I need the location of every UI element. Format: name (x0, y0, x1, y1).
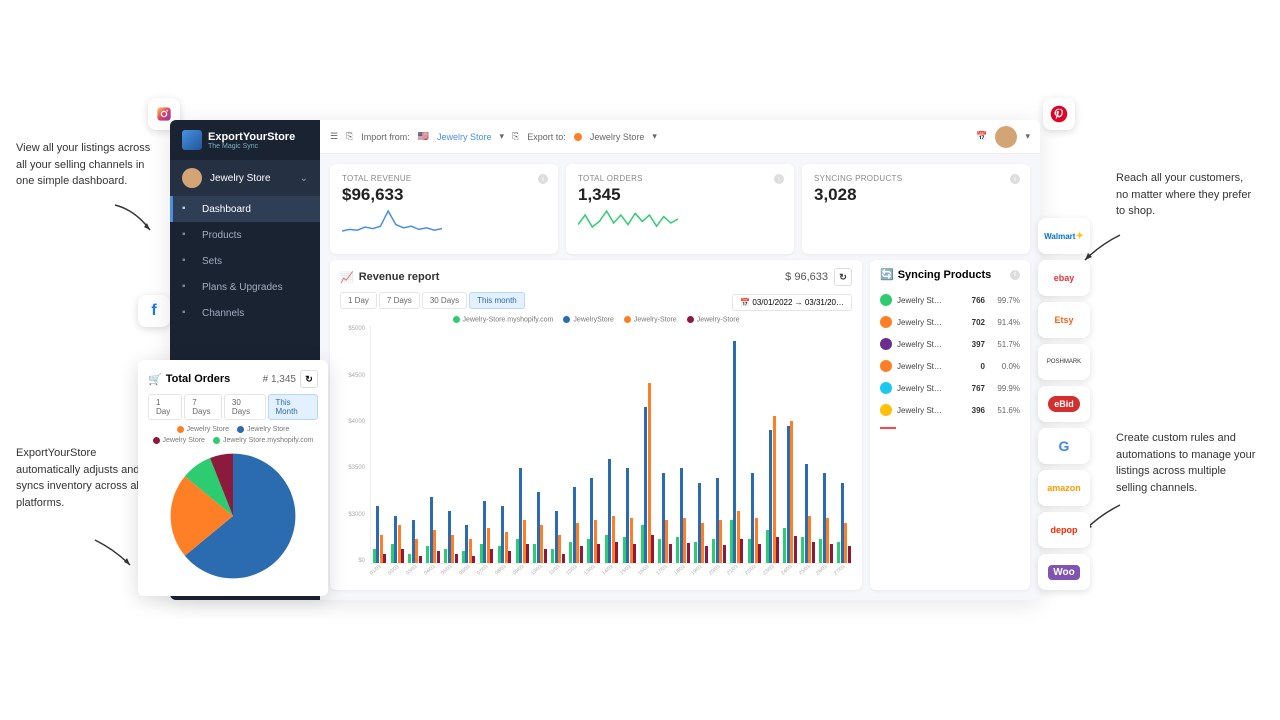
main-content: ☰ ⎘ Import from: 🇺🇸 Jewelry Store ▾ ⎘ Ex… (320, 120, 1040, 600)
chevron-down-icon[interactable]: ▾ (500, 131, 505, 142)
export-store[interactable]: Jewelry Store (590, 132, 645, 142)
calendar-icon: 📅 (740, 298, 750, 307)
revenue-title: Revenue report (359, 271, 440, 283)
sidebar-item-sets[interactable]: ▪Sets (170, 248, 320, 274)
time-filter-button[interactable]: 1 Day (148, 394, 182, 420)
total-orders-card: 🛒 Total Orders # 1,345 ↻ 1 Day7 Days30 D… (138, 360, 328, 596)
stat-card: TOTAL REVENUE$96,633i (330, 164, 558, 254)
info-icon[interactable]: i (774, 174, 784, 184)
time-filter-button[interactable]: 7 Days (184, 394, 222, 420)
date-range-picker[interactable]: 📅 03/01/2022 → 03/31/20… (732, 294, 852, 311)
annotation-text: Create custom rules and automations to m… (1116, 430, 1256, 496)
sync-row[interactable]: Jewelry St…39751.7% (880, 333, 1020, 355)
channels-column: Walmart✦ ebay Etsy POSHMARK eBid Gamazon depop… (1038, 218, 1090, 590)
info-icon[interactable]: i (1010, 174, 1020, 184)
sync-row[interactable]: Jewelry St…76699.7% (880, 289, 1020, 311)
calendar-icon[interactable]: 📅 (976, 131, 987, 142)
sync-icon: 🔄 (880, 268, 894, 281)
annotation-text: Reach all your customers, no matter wher… (1116, 170, 1256, 220)
topbar: ☰ ⎘ Import from: 🇺🇸 Jewelry Store ▾ ⎘ Ex… (320, 120, 1040, 154)
sync-row[interactable]: Jewelry St…00.0% (880, 355, 1020, 377)
time-filter-button[interactable]: This Month (268, 394, 318, 420)
channel-badge-walmart[interactable]: Walmart✦ (1038, 218, 1090, 254)
stat-card: SYNCING PRODUCTS3,028i (802, 164, 1030, 254)
sync-row[interactable]: Jewelry St…76799.9% (880, 377, 1020, 399)
refresh-button[interactable]: ↻ (300, 370, 318, 388)
store-selector[interactable]: Jewelry Store ⌄ (170, 160, 320, 196)
sync-row[interactable]: Jewelry St…70291.4% (880, 311, 1020, 333)
channel-badge-amazon[interactable]: amazon (1038, 470, 1090, 506)
time-filter-button[interactable]: 1 Day (340, 292, 377, 309)
annotation-arrow (110, 200, 160, 240)
orders-count: # 1,345 (263, 374, 296, 385)
store-name: Jewelry Store (210, 173, 271, 184)
orders-pie-chart (168, 451, 298, 581)
brand-name: ExportYourStore (208, 131, 295, 143)
orders-title: Total Orders (166, 373, 231, 385)
logo-mark (182, 130, 202, 150)
sync-indicator (880, 427, 896, 429)
channel-badge-ebid[interactable]: eBid (1038, 386, 1090, 422)
sidebar-item-dashboard[interactable]: ▪Dashboard (170, 196, 320, 222)
chart-icon: 📈 (340, 271, 354, 284)
pinterest-icon (1043, 98, 1075, 130)
import-label: Import from: (361, 132, 410, 142)
channel-badge-etsy[interactable]: Etsy (1038, 302, 1090, 338)
stat-card: TOTAL ORDERS1,345i (566, 164, 794, 254)
brand-tagline: The Magic Sync (208, 143, 295, 150)
channel-dot-icon (574, 133, 582, 141)
time-filter-button[interactable]: 30 Days (224, 394, 266, 420)
cart-icon: 🛒 (148, 373, 162, 386)
nav-icon: ▪ (182, 229, 194, 241)
user-avatar[interactable] (995, 126, 1017, 148)
flag-us-icon: 🇺🇸 (418, 131, 429, 142)
sidebar-item-channels[interactable]: ▪Channels (170, 300, 320, 326)
revenue-report-card: 📈 Revenue report $ 96,633 ↻ 1 Day7 Days3… (330, 260, 862, 590)
channel-badge-poshmark[interactable]: POSHMARK (1038, 344, 1090, 380)
logo: ExportYourStore The Magic Sync (170, 120, 320, 160)
revenue-total: $ 96,633 (785, 271, 828, 283)
import-store[interactable]: Jewelry Store (437, 132, 492, 142)
annotation-text: ExportYourStore automatically adjusts an… (16, 445, 156, 511)
info-icon[interactable]: i (1010, 270, 1020, 280)
channel-badge-ebay[interactable]: ebay (1038, 260, 1090, 296)
nav-icon: ▪ (182, 281, 194, 293)
import-icon: ⎘ (346, 131, 353, 142)
channel-badge-g[interactable]: G (1038, 428, 1090, 464)
annotation-arrow (90, 535, 140, 575)
refresh-button[interactable]: ↻ (834, 268, 852, 286)
time-filter-button[interactable]: 30 Days (422, 292, 467, 309)
chevron-down-icon: ⌄ (300, 173, 308, 184)
syncing-title: Syncing Products (898, 269, 992, 281)
annotation-text: View all your listings across all your s… (16, 140, 156, 190)
info-icon[interactable]: i (538, 174, 548, 184)
sidebar-item-products[interactable]: ▪Products (170, 222, 320, 248)
export-icon: ⎘ (512, 131, 519, 142)
stats-row: TOTAL REVENUE$96,633iTOTAL ORDERS1,345iS… (320, 154, 1040, 260)
channel-badge-woo[interactable]: Woo (1038, 554, 1090, 590)
menu-icon[interactable]: ☰ (330, 131, 338, 142)
nav-icon: ▪ (182, 307, 194, 319)
chevron-down-icon[interactable]: ▾ (652, 131, 657, 142)
channel-badge-depop[interactable]: depop (1038, 512, 1090, 548)
nav-icon: ▪ (182, 203, 194, 215)
syncing-products-card: 🔄 Syncing Products i Jewelry St…76699.7%… (870, 260, 1030, 590)
time-filter-button[interactable]: This month (469, 292, 525, 309)
nav-icon: ▪ (182, 255, 194, 267)
sidebar-item-plans-&-upgrades[interactable]: ▪Plans & Upgrades (170, 274, 320, 300)
avatar (182, 168, 202, 188)
chevron-down-icon[interactable]: ▾ (1025, 131, 1030, 142)
time-filter-button[interactable]: 7 Days (379, 292, 420, 309)
export-label: Export to: (527, 132, 566, 142)
revenue-bar-chart: $5000$4500$4000$3500$3000$0 01/0302/0303… (340, 326, 852, 582)
facebook-icon: f (138, 295, 170, 327)
sync-row[interactable]: Jewelry St…39651.6% (880, 399, 1020, 421)
